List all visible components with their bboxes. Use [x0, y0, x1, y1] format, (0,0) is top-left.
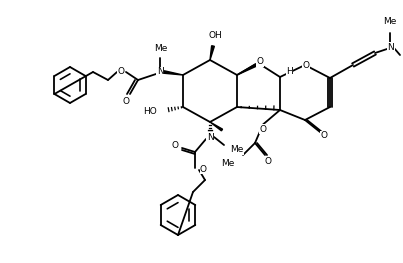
Polygon shape: [210, 122, 222, 131]
Text: O: O: [200, 164, 207, 174]
Text: Me: Me: [383, 17, 397, 26]
Text: N: N: [207, 133, 213, 141]
Text: O: O: [118, 68, 125, 77]
Text: Me: Me: [154, 44, 168, 53]
Text: O: O: [256, 58, 264, 67]
Text: N: N: [388, 43, 395, 52]
Text: HO: HO: [143, 107, 157, 115]
Text: Me: Me: [230, 145, 243, 154]
Text: O: O: [260, 124, 266, 134]
Text: O: O: [303, 60, 310, 69]
Polygon shape: [210, 46, 214, 60]
Polygon shape: [164, 71, 183, 75]
Text: O: O: [264, 156, 272, 165]
Text: N: N: [157, 68, 163, 77]
Text: OH: OH: [208, 31, 222, 40]
Text: O: O: [320, 132, 328, 140]
Polygon shape: [237, 64, 257, 75]
Text: Me: Me: [222, 159, 235, 168]
Text: O: O: [172, 141, 179, 150]
Text: O: O: [123, 97, 129, 105]
Text: H: H: [286, 68, 293, 77]
